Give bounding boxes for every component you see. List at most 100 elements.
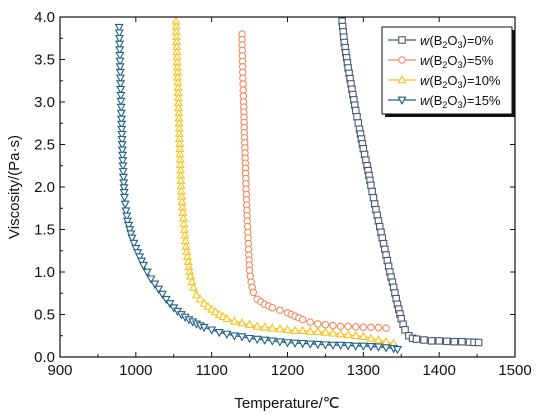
series-3-point-52 [165,300,175,309]
legend-marker-1 [398,56,406,64]
series-0-point-33 [369,194,378,202]
x-tick-label-3: 1200 [271,362,304,379]
series-0 [338,17,483,347]
series-2-point-52 [191,290,202,299]
series-3-point-16 [116,115,126,124]
series-3-point-74 [298,340,308,349]
series-1-point-68 [367,323,375,331]
series-3-point-69 [260,336,270,345]
series-3-point-35 [122,217,133,226]
x-tick-label-6: 1500 [498,362,531,379]
series-3-point-7 [115,63,125,72]
series-layer [114,16,483,355]
series-2-point-61 [229,316,239,325]
series-3-point-6 [115,57,125,66]
series-3-point-37 [125,226,135,235]
x-tick-label-2: 1100 [196,362,228,379]
series-3-point-38 [126,230,136,239]
series-0-point-61 [420,336,428,344]
series-1-point-59 [298,315,307,324]
series-2 [171,16,399,347]
series-2-point-72 [313,326,323,335]
legend-label-3: w(B2O3)=15% [420,93,501,110]
series-3-point-31 [119,193,129,203]
series-3-point-46 [142,268,152,277]
series-2-point-77 [351,330,361,340]
series-0-point-69 [474,338,483,347]
y-tick-label-6: 3.0 [34,94,55,111]
series-3-point-20 [117,136,127,145]
series-2-point-51 [188,282,198,291]
legend: w(B2O3)=0% w(B2O3)=5% w(B2O3)=10% w(B2O3)=1… [381,26,515,117]
series-0-point-57 [401,326,409,334]
y-tick-label-1: 0.5 [34,307,55,324]
series-2-point-56 [207,304,217,313]
series-0-point-65 [450,337,459,346]
series-3-point-77 [320,341,330,350]
series-3-point-71 [275,338,285,347]
series-0-point-63 [435,337,443,345]
series-0-point-60 [412,335,421,343]
series-3-point-19 [117,130,127,140]
series-3-point-23 [118,151,128,161]
series-0-point-62 [427,337,436,345]
series-1-point-70 [382,324,390,332]
series-3-point-50 [157,290,167,300]
series-3-point-66 [237,333,247,342]
series-3-point-3 [115,40,125,49]
series-2-point-76 [343,329,353,339]
series-1 [238,30,390,332]
series-3-point-24 [118,157,128,166]
series-2-point-78 [358,331,368,340]
series-1-point-61 [314,320,322,328]
series-3-point-85 [381,344,391,353]
series-3-point-61 [199,323,209,333]
series-3-point-18 [117,125,127,135]
series-3-point-73 [290,339,300,348]
series-3-point-14 [116,103,126,113]
series-3-point-63 [214,328,224,338]
series-3-point-75 [305,340,315,349]
series-2-point-73 [320,327,330,336]
legend-label-1: w(B2O3)=5% [420,53,494,70]
x-tick-label-0: 900 [47,362,72,379]
series-1-point-69 [374,323,383,332]
series-3-point-15 [116,109,126,118]
series-3-point-13 [116,97,126,107]
series-3-point-42 [133,249,143,258]
series-3-point-8 [115,68,125,78]
series-2-point-67 [275,324,285,333]
series-3-point-43 [135,253,145,262]
series-3-point-65 [229,332,239,341]
series-3-point-26 [118,168,128,177]
series-1-point-64 [336,322,345,331]
series-0-point-19 [354,119,363,127]
series-3-point-70 [267,337,277,346]
series-1-point-67 [359,323,368,331]
series-3-point-80 [343,342,353,351]
series-2-point-79 [366,333,376,342]
series-1-point-48 [249,288,258,297]
series-0-point-64 [442,337,451,346]
series-3-point-45 [138,261,148,271]
series-2-point-70 [298,325,308,335]
x-tick-label-5: 1400 [422,362,455,379]
series-2-point-63 [245,319,255,329]
series-line-1 [241,33,387,329]
series-2-point-65 [260,322,270,331]
series-3-point-4 [115,46,125,55]
series-3-point-10 [116,80,126,89]
y-tick-label-5: 2.5 [34,137,55,154]
axis-ticks: 900 1000 1100 1200 1300 1400 1500 0.0 0.5 1.0 1.5 2… [34,9,532,379]
series-2-point-74 [328,328,338,337]
series-2-point-60 [222,313,232,323]
series-3-point-29 [119,184,129,193]
series-2-point-71 [305,326,315,335]
series-0-point-32 [368,187,376,196]
series-3-point-78 [328,341,338,351]
series-3-point-51 [161,295,171,305]
series-3-point-27 [118,173,128,183]
y-tick-label-0: 0.0 [34,349,55,366]
series-2-point-57 [210,307,220,316]
